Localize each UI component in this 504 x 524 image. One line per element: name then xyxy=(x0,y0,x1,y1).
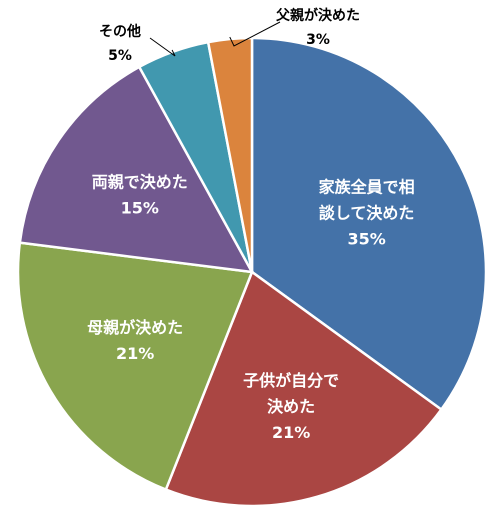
slice-name-1: 決めた xyxy=(267,396,315,415)
slice-value-1: 21% xyxy=(272,422,310,441)
slice-name-5: 父親が決めた xyxy=(275,7,360,24)
pie-slice-2 xyxy=(16,241,254,492)
slice-label-4: その他 5% xyxy=(99,23,141,64)
slice-name-0: 談して決めた xyxy=(319,203,415,222)
slice-label-0: 家族全員で相談して決めた 35% xyxy=(319,177,415,248)
pie-slice-1 xyxy=(164,270,444,508)
slice-value-3: 15% xyxy=(121,198,159,217)
slice-label-5: 父親が決めた 3% xyxy=(275,7,360,48)
slice-name-0: 家族全員で相 xyxy=(319,177,415,196)
slice-value-0: 35% xyxy=(348,229,386,248)
slice-label-2: 母親が決めた 21% xyxy=(87,318,183,363)
pie-slice-0 xyxy=(250,36,488,412)
slice-name-4: その他 xyxy=(99,23,141,40)
pie-slice-3 xyxy=(18,65,255,274)
slice-name-3: 両親で決めた xyxy=(92,172,188,191)
slice-value-4: 5% xyxy=(108,48,132,64)
slice-label-1: 子供が自分で決めた 21% xyxy=(243,370,339,441)
slice-name-2: 母親が決めた xyxy=(87,318,183,337)
slice-label-3: 両親で決めた 15% xyxy=(92,172,188,217)
leader-line-4 xyxy=(149,37,176,57)
slice-value-5: 3% xyxy=(306,32,330,48)
leader-line-5 xyxy=(229,21,281,47)
slice-value-2: 21% xyxy=(116,344,154,363)
slice-name-1: 子供が自分で xyxy=(243,370,339,389)
pie-slice-5 xyxy=(206,36,254,273)
